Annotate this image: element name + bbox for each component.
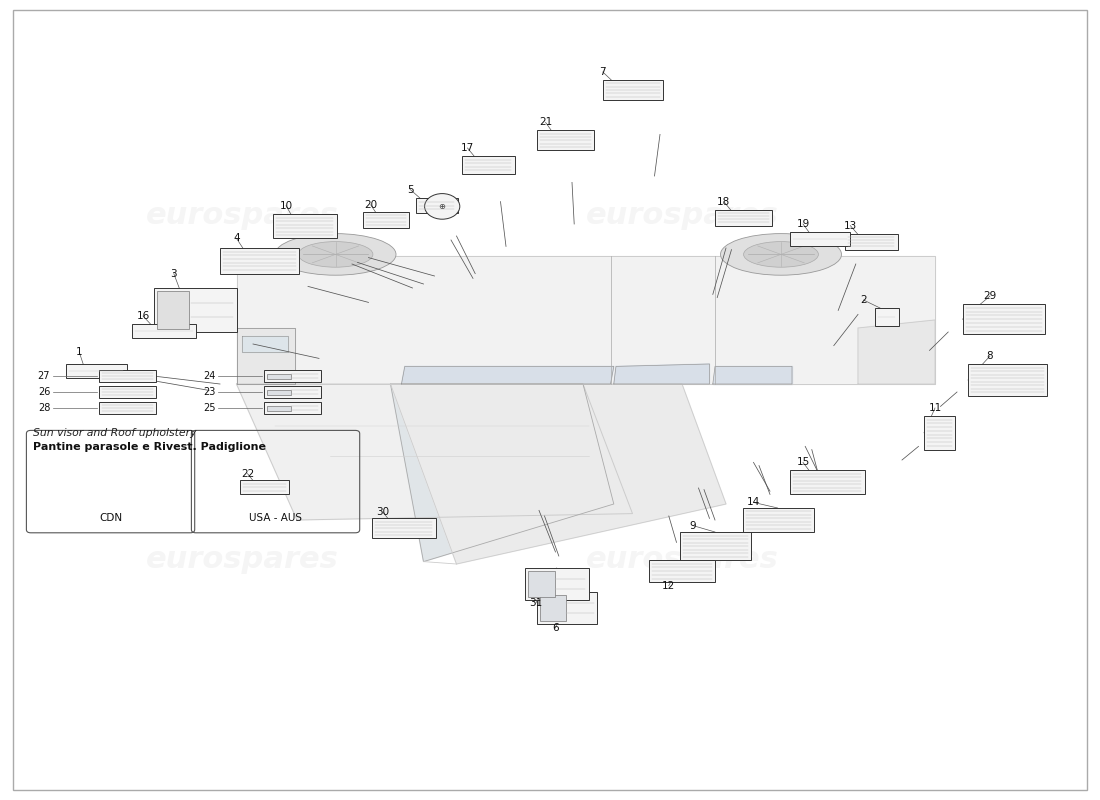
Polygon shape: [402, 366, 614, 384]
Bar: [649, 560, 715, 582]
Text: 21: 21: [539, 118, 552, 127]
Text: 6: 6: [552, 623, 559, 633]
Bar: [537, 592, 597, 624]
Text: 4: 4: [233, 234, 240, 243]
Polygon shape: [236, 384, 632, 520]
Bar: [845, 234, 898, 250]
Text: 1: 1: [76, 347, 82, 357]
Text: 28: 28: [37, 403, 51, 414]
Text: 19: 19: [796, 219, 810, 229]
Bar: [99, 402, 156, 414]
Text: 25: 25: [202, 403, 216, 414]
Bar: [264, 370, 321, 382]
Bar: [603, 80, 663, 100]
Text: USA - AUS: USA - AUS: [249, 514, 302, 523]
Ellipse shape: [275, 234, 396, 275]
Bar: [267, 374, 292, 379]
Polygon shape: [242, 336, 288, 352]
Text: CDN: CDN: [99, 514, 122, 523]
Text: 31: 31: [529, 598, 542, 608]
Text: 13: 13: [844, 221, 857, 230]
Bar: [273, 214, 337, 238]
Bar: [742, 508, 814, 532]
Bar: [525, 568, 588, 600]
Bar: [154, 288, 236, 332]
Text: 3: 3: [170, 269, 177, 278]
Polygon shape: [390, 384, 726, 564]
Bar: [267, 390, 292, 395]
Text: 8: 8: [987, 351, 993, 361]
Text: 2: 2: [860, 295, 867, 305]
Bar: [680, 532, 751, 560]
Bar: [267, 406, 292, 411]
Text: 26: 26: [37, 387, 51, 398]
Ellipse shape: [298, 242, 373, 267]
Bar: [363, 212, 409, 228]
Text: 24: 24: [202, 371, 216, 382]
Text: 15: 15: [796, 458, 810, 467]
Text: 30: 30: [376, 507, 389, 517]
Text: 18: 18: [717, 197, 730, 206]
Text: 9: 9: [690, 521, 696, 530]
Bar: [924, 416, 955, 450]
Text: 5: 5: [407, 185, 414, 194]
Bar: [874, 308, 899, 326]
Text: 27: 27: [37, 371, 51, 382]
Bar: [264, 402, 321, 414]
Text: 14: 14: [747, 498, 760, 507]
Polygon shape: [236, 328, 295, 384]
Circle shape: [425, 194, 460, 219]
Bar: [462, 156, 515, 174]
Text: 7: 7: [600, 67, 606, 77]
Bar: [157, 291, 189, 329]
Bar: [528, 571, 554, 597]
Bar: [264, 386, 321, 398]
Polygon shape: [390, 384, 614, 562]
Text: eurospares: eurospares: [585, 202, 779, 230]
Text: eurospares: eurospares: [145, 546, 339, 574]
Bar: [968, 364, 1047, 396]
Text: 17: 17: [461, 143, 474, 153]
Polygon shape: [713, 366, 792, 384]
Polygon shape: [858, 320, 935, 384]
Ellipse shape: [720, 234, 842, 275]
Text: Pantine parasole e Rivest. Padiglione: Pantine parasole e Rivest. Padiglione: [33, 442, 266, 452]
Text: ⊕: ⊕: [439, 202, 446, 211]
Polygon shape: [236, 256, 935, 384]
Bar: [540, 595, 565, 621]
Bar: [99, 386, 156, 398]
Bar: [220, 248, 299, 274]
Text: 10: 10: [279, 201, 293, 210]
Text: 16: 16: [136, 311, 150, 321]
Bar: [715, 210, 772, 226]
Text: 20: 20: [364, 200, 377, 210]
Text: 12: 12: [662, 581, 675, 590]
Bar: [240, 480, 289, 494]
Text: 23: 23: [202, 387, 216, 398]
Bar: [372, 518, 436, 538]
Text: eurospares: eurospares: [585, 546, 779, 574]
Bar: [790, 232, 850, 246]
Bar: [790, 470, 865, 494]
Bar: [66, 364, 126, 378]
Polygon shape: [614, 364, 710, 384]
Ellipse shape: [744, 242, 818, 267]
Bar: [416, 198, 458, 213]
Text: eurospares: eurospares: [145, 202, 339, 230]
Text: Sun visor and Roof upholstery: Sun visor and Roof upholstery: [33, 429, 197, 438]
Bar: [99, 370, 156, 382]
Text: 11: 11: [928, 403, 942, 413]
Bar: [962, 304, 1045, 334]
Text: 29: 29: [983, 291, 997, 301]
Text: 22: 22: [241, 469, 254, 478]
Bar: [132, 324, 196, 338]
Bar: [537, 130, 594, 150]
